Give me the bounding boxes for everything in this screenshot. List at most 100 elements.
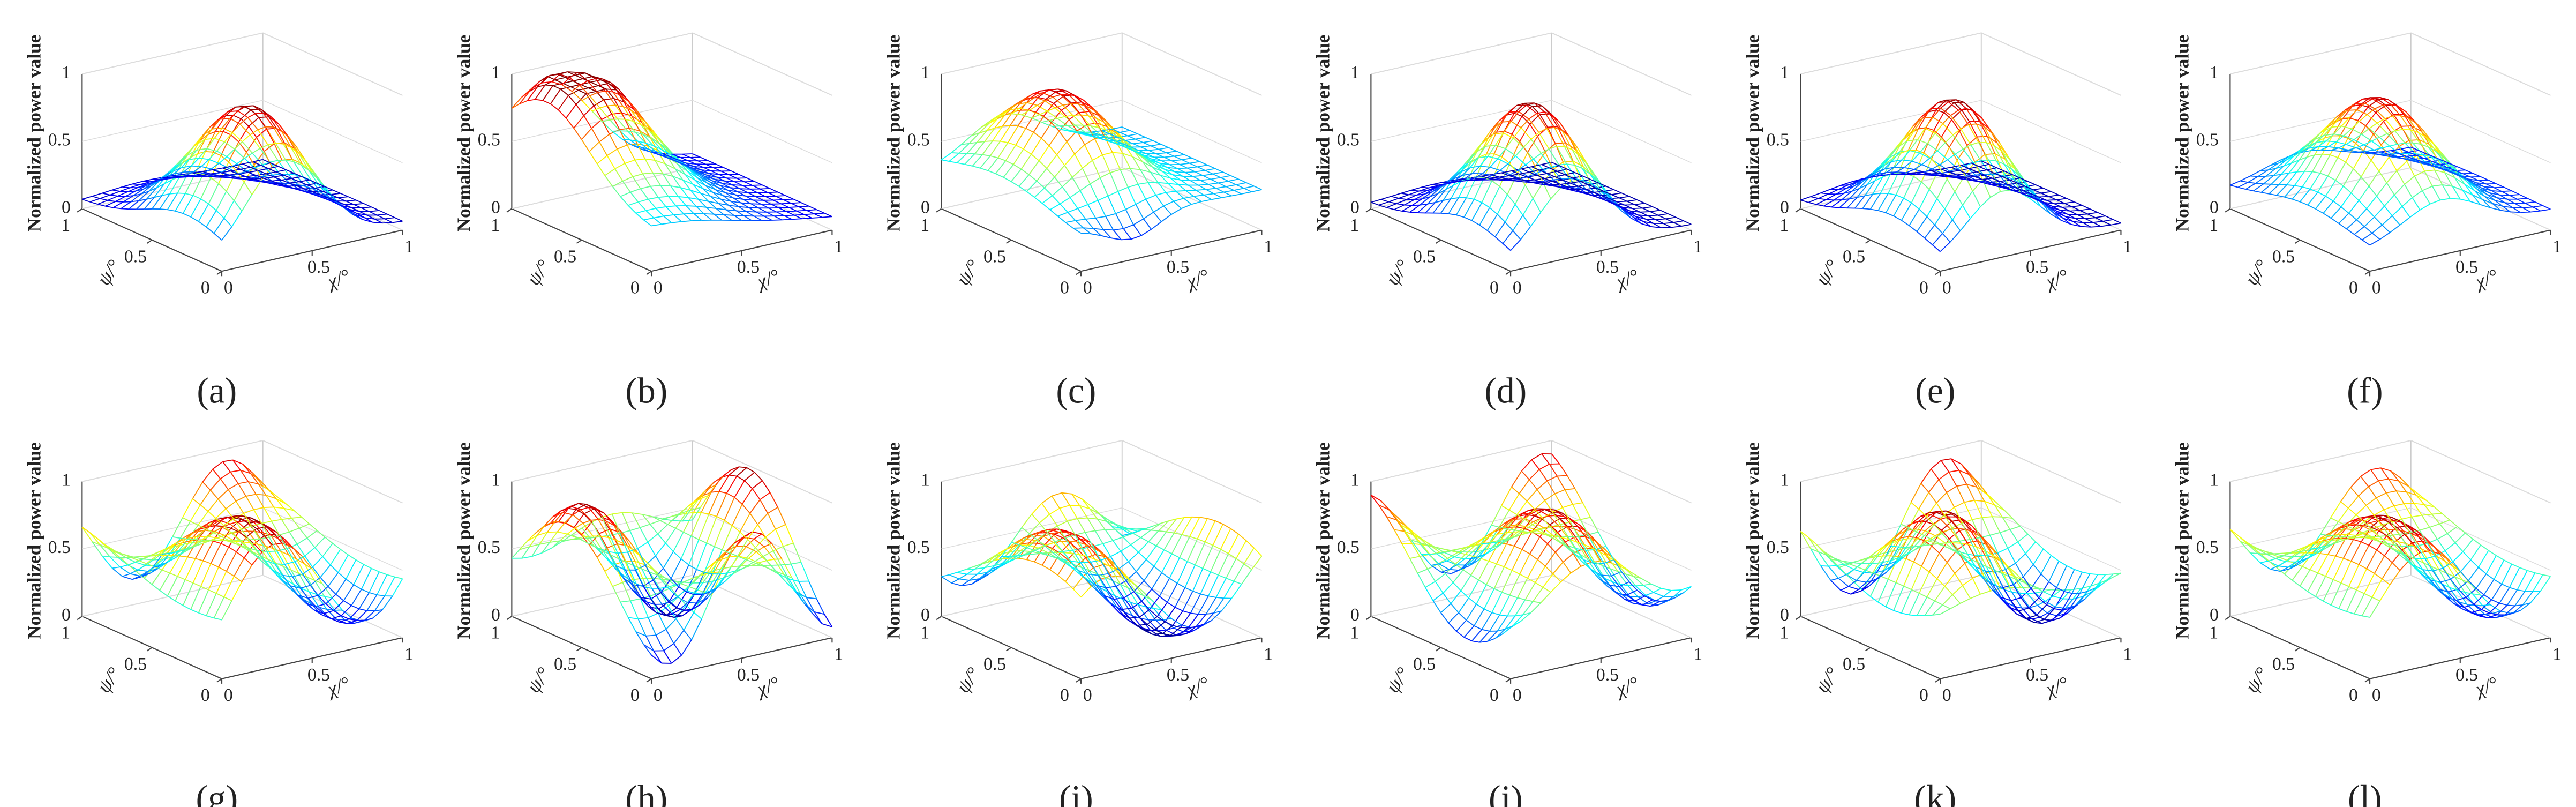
surface-mesh xyxy=(235,106,244,108)
surface-mesh xyxy=(718,203,729,206)
surface-mesh xyxy=(1424,191,1432,195)
surface-mesh xyxy=(1426,188,1435,191)
surface-mesh xyxy=(1621,192,1629,197)
surface-mesh xyxy=(1231,193,1242,197)
surface-mesh xyxy=(1523,139,1532,148)
surface-mesh xyxy=(1075,219,1086,221)
surface-mesh xyxy=(267,144,279,161)
surface-mesh xyxy=(1064,153,1075,166)
surface-mesh xyxy=(1065,115,1073,117)
y-tick-label: 1 xyxy=(491,215,500,235)
surface-mesh xyxy=(1088,115,1097,119)
surface-mesh xyxy=(1904,167,1914,170)
surface-mesh xyxy=(1412,204,1420,206)
surface-mesh xyxy=(1470,165,1481,168)
surface-mesh xyxy=(179,555,188,558)
surface-mesh xyxy=(1564,146,1575,166)
surface-mesh xyxy=(243,161,253,165)
surface-mesh xyxy=(2374,216,2383,226)
surface-mesh xyxy=(2331,218,2339,224)
surface-mesh xyxy=(2362,239,2370,246)
surface-mesh xyxy=(589,95,600,108)
surface-mesh xyxy=(677,163,686,175)
surface-mesh xyxy=(785,195,794,200)
surface-mesh xyxy=(695,206,704,214)
surface-mesh xyxy=(2100,224,2111,227)
surface-mesh xyxy=(2093,221,2104,223)
surface-mesh xyxy=(261,181,269,184)
surface-mesh xyxy=(640,124,649,131)
surface-mesh xyxy=(102,189,112,194)
surface-mesh xyxy=(660,185,669,197)
surface-mesh xyxy=(2370,160,2379,171)
surface-mesh xyxy=(630,109,642,125)
surface-mesh xyxy=(2309,173,2321,190)
surface-mesh xyxy=(629,128,640,131)
surface-mesh xyxy=(1122,153,1133,158)
surface-mesh xyxy=(2292,198,2301,203)
surface-mesh xyxy=(766,211,775,216)
surface-mesh xyxy=(322,556,331,565)
surface-mesh xyxy=(302,190,311,194)
surface-mesh xyxy=(266,171,276,175)
surface-mesh xyxy=(743,215,752,221)
surface-mesh xyxy=(1140,169,1149,183)
y-tick-label: 1 xyxy=(1350,215,1359,235)
surface-mesh xyxy=(1962,205,1971,219)
surface-mesh xyxy=(1810,192,1821,197)
surface-mesh xyxy=(2237,182,2249,188)
surface-mesh xyxy=(1530,212,1542,227)
surface-mesh xyxy=(286,169,295,174)
surface-mesh xyxy=(1921,159,1932,182)
surface-mesh xyxy=(351,605,359,610)
surface-mesh xyxy=(215,571,227,594)
z-tick-label: 0 xyxy=(921,197,930,217)
surface-mesh xyxy=(628,101,637,110)
surface-mesh xyxy=(1003,177,1012,182)
surface-mesh xyxy=(764,215,772,221)
surface-mesh xyxy=(1458,178,1469,198)
surface-mesh xyxy=(681,163,689,168)
surface-mesh xyxy=(285,160,296,175)
surface-mesh xyxy=(1103,122,1112,128)
surface-mesh xyxy=(692,170,700,177)
surface-mesh xyxy=(1934,225,1943,234)
surface-mesh xyxy=(1629,196,1638,200)
y-tick xyxy=(1435,239,1441,244)
surface-mesh xyxy=(136,199,147,210)
surface-mesh xyxy=(1147,159,1155,166)
surface-mesh xyxy=(1549,146,1557,150)
surface-mesh xyxy=(280,130,292,148)
surface-mesh xyxy=(1085,106,1097,119)
surface-mesh xyxy=(1200,178,1211,181)
surface-mesh xyxy=(2378,170,2387,183)
surface-mesh xyxy=(686,205,694,214)
surface-mesh xyxy=(1010,125,1018,127)
z-axis-label: Normalized power value xyxy=(1313,35,1334,232)
surface-mesh xyxy=(1479,178,1487,181)
surface-mesh xyxy=(1095,215,1106,219)
surface-mesh xyxy=(735,194,743,200)
surface-mesh xyxy=(2330,206,2342,219)
surface-mesh xyxy=(1109,172,1118,192)
surface-mesh xyxy=(619,128,630,130)
surface-mesh xyxy=(107,199,116,202)
surface-mesh xyxy=(138,569,148,572)
surface-mesh xyxy=(260,165,269,169)
x-tick-label: 0 xyxy=(224,278,233,298)
surface-mesh xyxy=(690,156,701,158)
surface-mesh xyxy=(1183,196,1194,199)
surface-mesh xyxy=(1148,148,1159,151)
surface-mesh xyxy=(169,572,178,577)
surface-mesh xyxy=(192,195,201,199)
surface-mesh xyxy=(596,163,605,176)
surface-mesh xyxy=(696,171,705,177)
surface-mesh xyxy=(1520,127,1532,140)
surface-mesh xyxy=(561,77,570,85)
surface-mesh xyxy=(1443,185,1454,201)
grid-line xyxy=(692,32,832,96)
surface-mesh xyxy=(1171,160,1180,165)
surface-mesh xyxy=(1492,170,1500,176)
surface-mesh xyxy=(1207,165,1215,169)
